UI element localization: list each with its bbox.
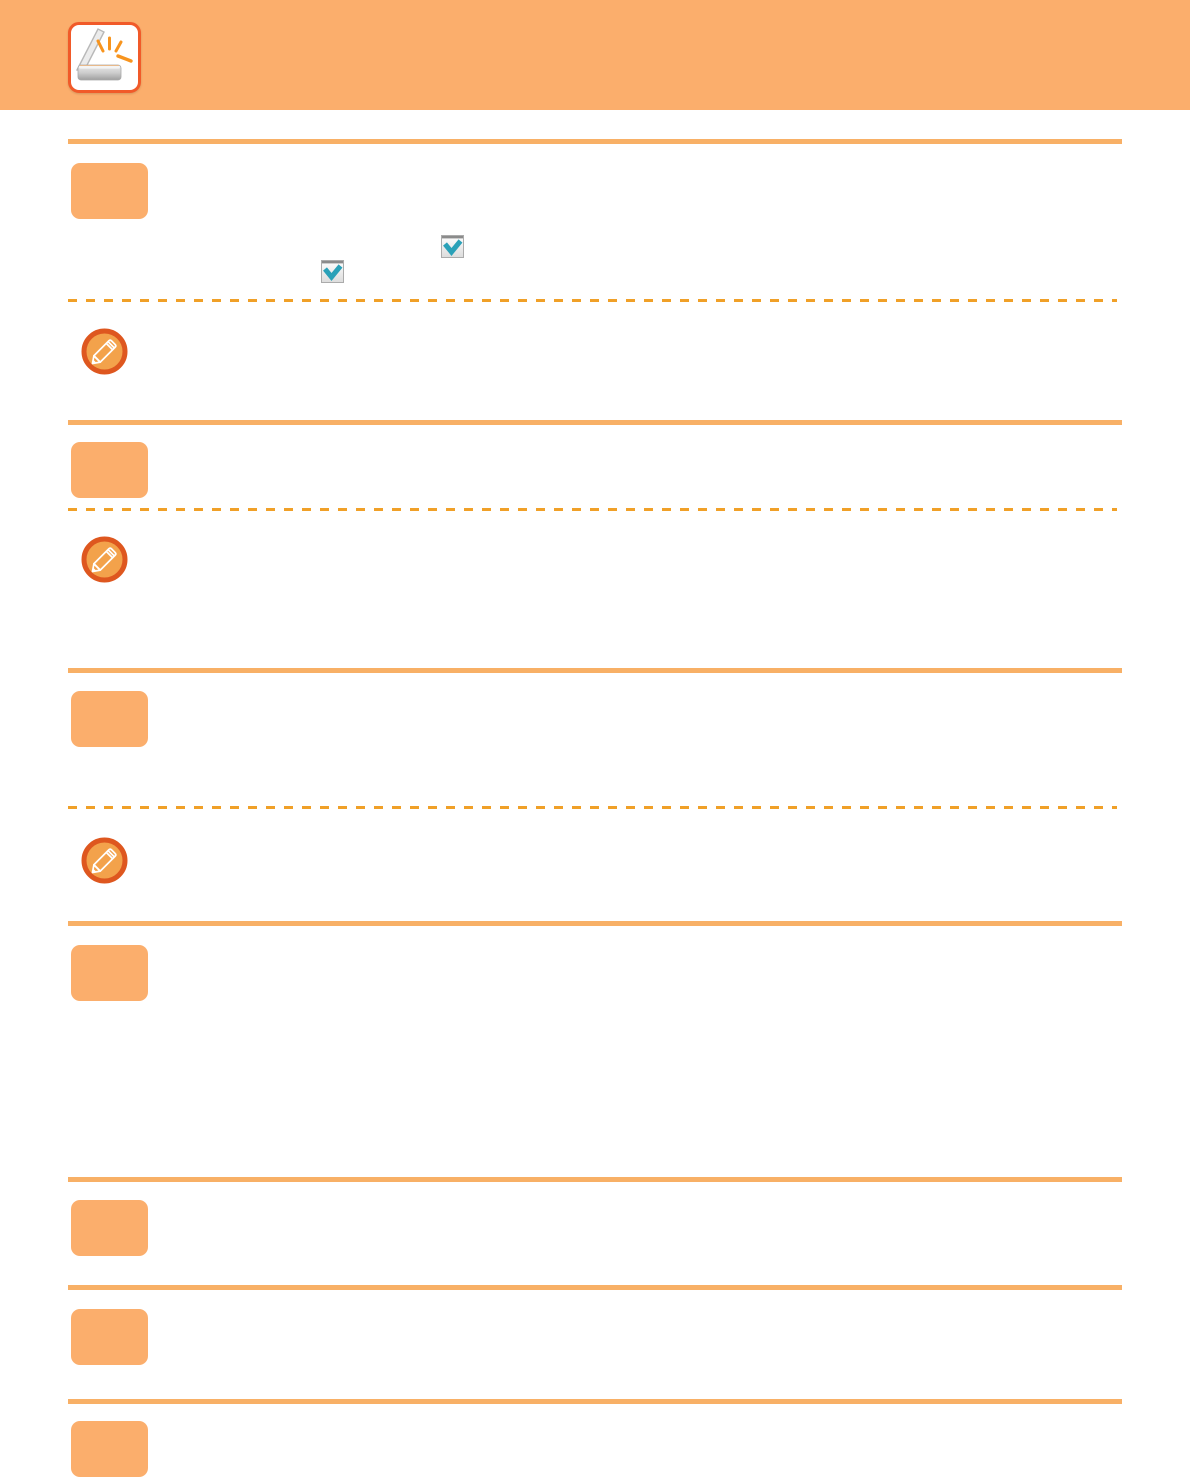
checkbox-checked-icon-1 — [441, 235, 464, 258]
divider-solid-2 — [68, 420, 1122, 425]
pencil-note-icon-2 — [81, 536, 128, 583]
flash-rays-icon — [96, 36, 133, 63]
scanner-app-icon — [68, 22, 141, 93]
divider-solid-6 — [68, 1285, 1122, 1290]
divider-dashed-2 — [68, 508, 1117, 511]
divider-solid-4 — [68, 921, 1122, 926]
pencil-note-icon-3 — [81, 837, 128, 884]
step-box-6 — [71, 1309, 148, 1365]
divider-solid-1 — [68, 139, 1122, 144]
header-band — [0, 0, 1190, 110]
step-box-7 — [71, 1421, 148, 1477]
step-box-1 — [71, 163, 148, 219]
step-box-5 — [71, 1200, 148, 1256]
divider-solid-5 — [68, 1177, 1122, 1182]
pencil-note-icon-1 — [81, 328, 128, 375]
divider-solid-3 — [68, 668, 1122, 673]
divider-dashed-1 — [68, 299, 1117, 302]
step-box-4 — [71, 945, 148, 1001]
checkbox-checked-icon-2 — [321, 260, 344, 283]
step-box-2 — [71, 442, 148, 498]
scanner-icon — [75, 28, 133, 81]
step-box-3 — [71, 691, 148, 747]
divider-dashed-3 — [68, 806, 1117, 809]
divider-solid-7 — [68, 1399, 1122, 1404]
